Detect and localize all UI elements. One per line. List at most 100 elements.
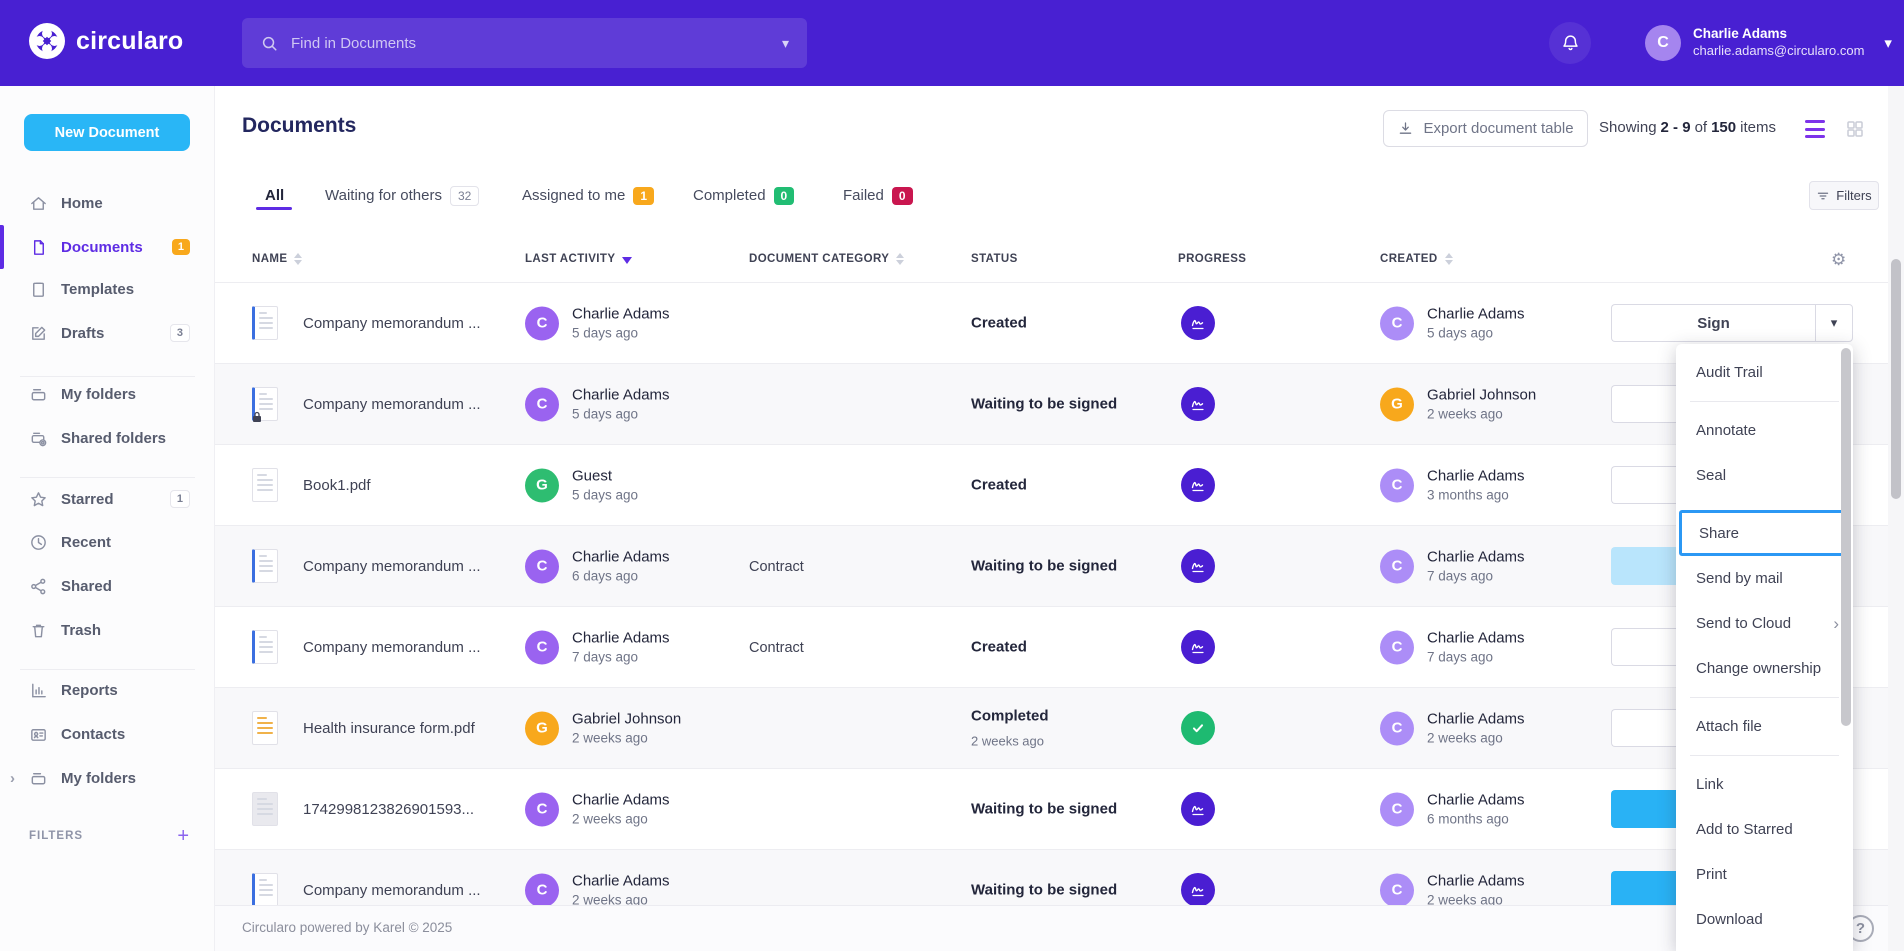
- circularo-logo-icon: [29, 23, 65, 59]
- sidebar-item-contacts[interactable]: Contacts: [0, 714, 215, 754]
- sort-icon[interactable]: [1444, 253, 1453, 265]
- menu-item-audit-trail[interactable]: Audit Trail: [1696, 364, 1763, 381]
- sidebar-item-label: Shared folders: [61, 429, 167, 447]
- column-header-document-category[interactable]: DOCUMENT CATEGORY: [749, 253, 905, 265]
- menu-item-send-to-cloud[interactable]: Send to Cloud ›: [1696, 613, 1839, 633]
- menu-item-print[interactable]: Print: [1696, 866, 1727, 883]
- new-document-button[interactable]: New Document: [24, 114, 190, 151]
- sign-button[interactable]: Sign: [1611, 304, 1815, 342]
- signature-progress-icon: [1181, 387, 1215, 421]
- page-scrollbar[interactable]: [1888, 86, 1904, 951]
- last-activity-user: C Charlie Adams 5 days ago: [525, 304, 670, 341]
- document-name[interactable]: Book1.pdf: [303, 477, 371, 494]
- filters-button[interactable]: Filters: [1809, 181, 1879, 210]
- menu-item-attach-file[interactable]: Attach file: [1696, 718, 1762, 735]
- global-search[interactable]: ▾: [242, 18, 807, 68]
- document-icon: [33, 239, 44, 255]
- menu-item-annotate[interactable]: Annotate: [1696, 422, 1757, 439]
- topbar: circularo ▾ C Charlie Adams charlie.adam…: [0, 0, 1904, 86]
- progress-cell: [1181, 711, 1215, 745]
- add-filter-button[interactable]: +: [177, 825, 189, 847]
- menu-divider: [1690, 401, 1839, 402]
- table-settings-gear-icon[interactable]: ⚙: [1831, 250, 1847, 269]
- column-header-created[interactable]: CREATED: [1380, 253, 1453, 265]
- document-thumbnail: [252, 873, 278, 907]
- sidebar-item-my-folders-tree[interactable]: › My folders: [0, 758, 215, 798]
- document-name[interactable]: Company memorandum ...: [303, 315, 481, 332]
- progress-cell: [1181, 873, 1215, 907]
- sidebar-item-starred[interactable]: Starred 1: [0, 479, 215, 519]
- avatar: C: [1380, 467, 1414, 502]
- signature-progress-icon: [1181, 306, 1215, 340]
- clock-icon: [31, 534, 46, 550]
- starred-count-badge: 1: [169, 490, 190, 508]
- user-menu[interactable]: C Charlie Adams charlie.adams@circularo.…: [1645, 25, 1892, 61]
- tab-count-badge: 0: [773, 186, 795, 205]
- documents-count-badge: 1: [171, 239, 190, 255]
- column-header-last-activity[interactable]: LAST ACTIVITY: [525, 253, 633, 265]
- document-name[interactable]: Company memorandum ...: [303, 882, 481, 899]
- menu-item-change-ownership[interactable]: Change ownership: [1696, 660, 1822, 677]
- document-name[interactable]: Health insurance form.pdf: [303, 720, 475, 737]
- sort-icon[interactable]: [294, 253, 303, 265]
- column-header-name[interactable]: NAME: [252, 253, 303, 265]
- sidebar-item-trash[interactable]: Trash: [0, 610, 215, 650]
- menu-scrollbar[interactable]: [1841, 348, 1851, 726]
- sidebar-item-drafts[interactable]: Drafts 3: [0, 313, 215, 353]
- sidebar-divider: [20, 477, 195, 478]
- tab-failed[interactable]: Failed 0: [843, 181, 913, 210]
- sidebar-item-recent[interactable]: Recent: [0, 522, 215, 562]
- sidebar-item-shared[interactable]: Shared: [0, 566, 215, 606]
- sidebar-item-documents[interactable]: Documents 1: [0, 227, 215, 267]
- expand-chevron-icon[interactable]: ›: [10, 769, 15, 787]
- notifications-button[interactable]: [1549, 22, 1591, 64]
- export-document-table-button[interactable]: Export document table: [1383, 110, 1588, 147]
- document-name[interactable]: Company memorandum ...: [303, 396, 481, 413]
- sidebar-item-home[interactable]: Home: [0, 183, 215, 223]
- table-row[interactable]: Health insurance form.pdf G Gabriel John…: [215, 688, 1904, 769]
- page-scrollbar-thumb[interactable]: [1891, 259, 1901, 499]
- sidebar-item-shared-folders[interactable]: Shared folders: [0, 418, 215, 458]
- sort-icon[interactable]: [896, 253, 905, 265]
- list-view-toggle[interactable]: [1805, 120, 1825, 138]
- app-logo[interactable]: circularo: [28, 22, 183, 60]
- sidebar-divider: [20, 376, 195, 377]
- sort-desc-icon[interactable]: [622, 257, 633, 264]
- sidebar-item-templates[interactable]: Templates: [0, 269, 215, 309]
- avatar: C: [1380, 629, 1414, 664]
- menu-item-send-by-mail[interactable]: Send by mail: [1696, 570, 1783, 587]
- avatar: C: [525, 386, 559, 421]
- menu-item-download[interactable]: Download: [1696, 911, 1763, 928]
- user-name: Charlie Adams: [1693, 26, 1788, 42]
- table-row[interactable]: Company memorandum ... C Charlie Adams 6 …: [215, 526, 1904, 607]
- document-name[interactable]: Company memorandum ...: [303, 639, 481, 656]
- table-row[interactable]: Company memorandum ... C Charlie Adams 5 …: [215, 283, 1904, 364]
- tab-all[interactable]: All: [265, 187, 285, 204]
- table-row[interactable]: Company memorandum ... C Charlie Adams 7 …: [215, 607, 1904, 688]
- document-name[interactable]: Company memorandum ...: [303, 558, 481, 575]
- sidebar-item-my-folders[interactable]: My folders: [0, 374, 215, 414]
- sidebar: New Document Home Documents 1 Templates …: [0, 86, 215, 951]
- status-cell: Waiting to be signed: [971, 881, 1118, 899]
- menu-item-add-to-starred[interactable]: Add to Starred: [1696, 821, 1793, 838]
- search-input[interactable]: [291, 34, 770, 52]
- grid-view-toggle[interactable]: [1845, 119, 1865, 144]
- sidebar-item-label: Contacts: [61, 725, 126, 743]
- menu-item-link[interactable]: Link: [1696, 776, 1724, 793]
- signature-progress-icon: [1181, 873, 1215, 907]
- table-row[interactable]: 1742998123826901593... C Charlie Adams 2 …: [215, 769, 1904, 850]
- sidebar-item-reports[interactable]: Reports: [0, 670, 215, 710]
- table-row[interactable]: Company memorandum ... C Charlie Adams 5 …: [215, 364, 1904, 445]
- more-actions-caret-button[interactable]: ▾: [1815, 304, 1853, 342]
- menu-item-seal[interactable]: Seal: [1696, 467, 1727, 484]
- tab-assigned-to-me[interactable]: Assigned to me 1: [522, 181, 655, 210]
- menu-item-share[interactable]: Share: [1679, 510, 1850, 556]
- created-by-user: C Charlie Adams 5 days ago: [1380, 304, 1525, 341]
- search-scope-caret-icon[interactable]: ▾: [781, 34, 789, 51]
- tab-waiting-for-others[interactable]: Waiting for others 32: [325, 181, 480, 210]
- table-header: NAME LAST ACTIVITY DOCUMENT CATEGORY STA…: [215, 240, 1904, 283]
- table-row[interactable]: Book1.pdf G Guest 5 days ago Created C Ch…: [215, 445, 1904, 526]
- document-name[interactable]: 1742998123826901593...: [303, 801, 475, 818]
- tab-completed[interactable]: Completed 0: [693, 181, 795, 210]
- sidebar-item-label: Recent: [61, 533, 112, 551]
